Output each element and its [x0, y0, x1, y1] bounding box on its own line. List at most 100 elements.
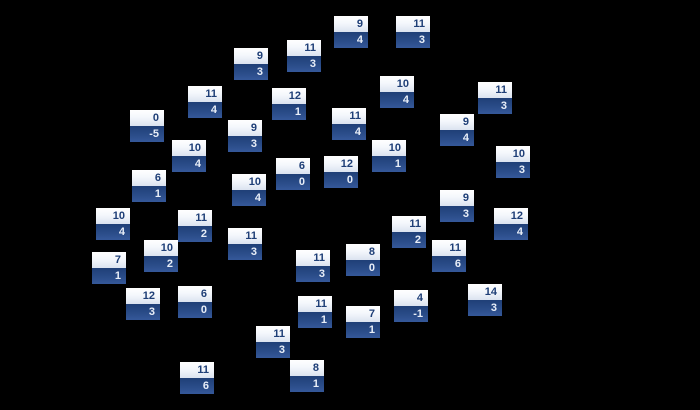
scatter-marker[interactable]: 4 -1	[394, 290, 428, 322]
marker-bottom-value: 3	[468, 300, 502, 316]
marker-bottom-value: 3	[126, 304, 160, 320]
marker-bottom-value: 4	[96, 224, 130, 240]
marker-bottom-value: -1	[394, 306, 428, 322]
marker-bottom-value: 3	[234, 64, 268, 80]
marker-top-value: 8	[346, 244, 380, 260]
marker-bottom-value: 4	[334, 32, 368, 48]
scatter-marker[interactable]: 11 4	[188, 86, 222, 118]
marker-top-value: 12	[126, 288, 160, 304]
marker-top-value: 4	[394, 290, 428, 306]
marker-bottom-value: 1	[92, 268, 126, 284]
marker-top-value: 11	[296, 250, 330, 266]
scatter-marker[interactable]: 11 4	[332, 108, 366, 140]
scatter-marker[interactable]: 14 3	[468, 284, 502, 316]
scatter-marker[interactable]: 11 1	[298, 296, 332, 328]
marker-bottom-value: 1	[298, 312, 332, 328]
marker-top-value: 12	[272, 88, 306, 104]
marker-top-value: 11	[392, 216, 426, 232]
scatter-marker[interactable]: 11 6	[432, 240, 466, 272]
scatter-marker[interactable]: 11 3	[478, 82, 512, 114]
marker-bottom-value: 4	[188, 102, 222, 118]
scatter-marker[interactable]: 10 4	[380, 76, 414, 108]
scatter-marker[interactable]: 12 0	[324, 156, 358, 188]
marker-top-value: 9	[334, 16, 368, 32]
marker-top-value: 9	[440, 114, 474, 130]
scatter-marker[interactable]: 12 3	[126, 288, 160, 320]
marker-bottom-value: 6	[180, 378, 214, 394]
scatter-marker[interactable]: 11 3	[287, 40, 321, 72]
marker-bottom-value: 4	[232, 190, 266, 206]
marker-bottom-value: 0	[276, 174, 310, 190]
marker-bottom-value: 1	[290, 376, 324, 392]
marker-bottom-value: 0	[178, 302, 212, 318]
marker-bottom-value: 0	[346, 260, 380, 276]
scatter-marker[interactable]: 11 3	[228, 228, 262, 260]
marker-bottom-value: 3	[440, 206, 474, 222]
scatter-marker[interactable]: 11 6	[180, 362, 214, 394]
marker-bottom-value: 3	[478, 98, 512, 114]
marker-bottom-value: 4	[332, 124, 366, 140]
marker-top-value: 9	[234, 48, 268, 64]
marker-top-value: 11	[188, 86, 222, 102]
marker-top-value: 6	[132, 170, 166, 186]
marker-top-value: 9	[228, 120, 262, 136]
marker-top-value: 7	[92, 252, 126, 268]
scatter-marker[interactable]: 10 2	[144, 240, 178, 272]
scatter-marker[interactable]: 10 3	[496, 146, 530, 178]
scatter-marker[interactable]: 10 4	[232, 174, 266, 206]
marker-top-value: 11	[332, 108, 366, 124]
marker-bottom-value: 1	[346, 322, 380, 338]
marker-top-value: 11	[178, 210, 212, 226]
scatter-marker[interactable]: 11 3	[256, 326, 290, 358]
marker-bottom-value: 0	[324, 172, 358, 188]
marker-top-value: 10	[496, 146, 530, 162]
marker-top-value: 14	[468, 284, 502, 300]
marker-top-value: 11	[287, 40, 321, 56]
marker-bottom-value: 2	[392, 232, 426, 248]
marker-top-value: 11	[396, 16, 430, 32]
marker-top-value: 10	[96, 208, 130, 224]
scatter-marker[interactable]: 10 4	[172, 140, 206, 172]
marker-top-value: 10	[172, 140, 206, 156]
marker-bottom-value: 1	[132, 186, 166, 202]
marker-bottom-value: 6	[432, 256, 466, 272]
marker-bottom-value: 3	[396, 32, 430, 48]
marker-top-value: 11	[228, 228, 262, 244]
scatter-marker[interactable]: 11 2	[392, 216, 426, 248]
marker-bottom-value: 3	[256, 342, 290, 358]
scatter-marker[interactable]: 11 3	[396, 16, 430, 48]
marker-bottom-value: 4	[380, 92, 414, 108]
marker-top-value: 0	[130, 110, 164, 126]
marker-top-value: 6	[178, 286, 212, 302]
scatter-marker[interactable]: 12 1	[272, 88, 306, 120]
scatter-marker[interactable]: 0 -5	[130, 110, 164, 142]
marker-top-value: 11	[256, 326, 290, 342]
scatter-marker[interactable]: 12 4	[494, 208, 528, 240]
marker-bottom-value: 2	[144, 256, 178, 272]
scatter-marker[interactable]: 10 4	[96, 208, 130, 240]
marker-top-value: 10	[372, 140, 406, 156]
scatter-marker[interactable]: 10 1	[372, 140, 406, 172]
marker-top-value: 7	[346, 306, 380, 322]
marker-top-value: 11	[478, 82, 512, 98]
marker-top-value: 8	[290, 360, 324, 376]
marker-top-value: 11	[298, 296, 332, 312]
marker-bottom-value: 3	[496, 162, 530, 178]
scatter-marker[interactable]: 11 2	[178, 210, 212, 242]
scatter-marker[interactable]: 11 3	[296, 250, 330, 282]
marker-top-value: 11	[432, 240, 466, 256]
marker-bottom-value: 4	[172, 156, 206, 172]
